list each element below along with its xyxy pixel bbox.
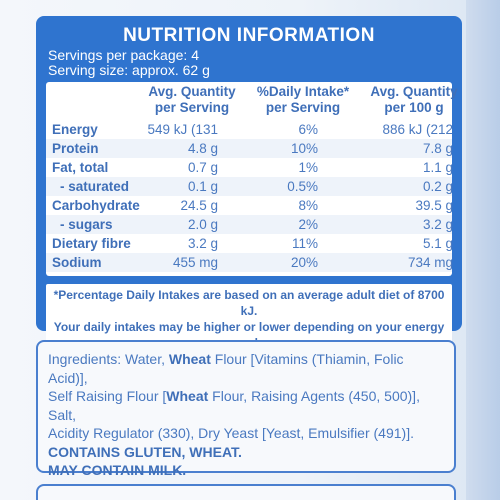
table-row: Protein 4.8 g 10% 7.8 g: [46, 139, 453, 158]
allergen-contains: CONTAINS GLUTEN, WHEAT.: [48, 443, 242, 460]
cell-daily: 10%: [290, 141, 318, 156]
table-row: Dietary fibre 3.2 g 11% 5.1 g: [46, 234, 453, 253]
cell-daily: 1%: [298, 160, 318, 175]
cell-per-serving: 24.5 g: [180, 198, 218, 213]
nutrition-table: Avg. Quantity per Serving %Daily Intake*…: [46, 82, 458, 276]
table-row: Fat, total 0.7 g 1% 1.1 g: [46, 158, 453, 177]
cell-per-100g: 0.2 g: [422, 179, 453, 194]
table-row: Energy 549 kJ (131 Cal) 6% 886 kJ (212 C…: [46, 120, 453, 156]
package-edge: [466, 0, 500, 500]
header-text: per Serving: [265, 100, 341, 115]
header-daily-intake: %Daily Intake* per Serving: [248, 84, 358, 116]
allergen-wheat: Wheat: [166, 388, 209, 404]
lower-panel-edge: [36, 484, 456, 500]
footnote-line: *Percentage Daily Intakes are based on a…: [53, 288, 445, 318]
ingredients-text: Ingredients: Water,: [48, 351, 169, 367]
nutrition-panel: NUTRITION INFORMATION Servings per packa…: [36, 16, 462, 355]
table-row: - saturated 0.1 g 0.5% 0.2 g: [46, 177, 453, 196]
cell-per-serving: 4.8 g: [187, 141, 218, 156]
allergen-wheat: Wheat: [168, 351, 211, 367]
row-label: - saturated: [60, 179, 130, 194]
allergen-may-contain: MAY CONTAIN MILK.: [48, 462, 187, 478]
table-row: - sugars 2.0 g 2% 3.2 g: [46, 215, 453, 234]
cell-per-serving: 455 mg: [172, 255, 218, 270]
header-text: Avg. Quantity: [148, 84, 236, 99]
cell-daily: 0.5%: [287, 179, 318, 194]
ingredients-text: Self Raising Flour [: [48, 388, 167, 404]
cell-per-100g: 5.1 g: [422, 236, 453, 251]
cell-per-serving: 3.2 g: [187, 236, 218, 251]
cell-per-serving: 0.7 g: [187, 160, 218, 175]
cell-per-100g: 734 mg: [407, 255, 453, 270]
header-text: Avg. Quantity: [370, 84, 458, 99]
table-row: Carbohydrate 24.5 g 8% 39.5 g: [46, 196, 453, 215]
table-row: Sodium 455 mg 20% 734 mg: [46, 253, 453, 272]
serving-size: Serving size: approx. 62 g: [48, 62, 210, 78]
cell-daily: 6%: [298, 122, 318, 137]
header-text: per 100 g: [384, 100, 444, 115]
cell-per-100g: 7.8 g: [422, 141, 453, 156]
cell-daily: 8%: [298, 198, 318, 213]
row-label: Sodium: [52, 255, 102, 270]
ingredients-line: Acidity Regulator (330), Dry Yeast [Yeas…: [48, 425, 414, 441]
header-text: %Daily Intake*: [256, 84, 350, 99]
table-header: Avg. Quantity per Serving %Daily Intake*…: [46, 84, 457, 120]
header-avg-per-serving: Avg. Quantity per Serving: [142, 84, 242, 116]
row-label: - sugars: [60, 217, 113, 232]
ingredients-text: Flour [Vitamins (Thiamin, Folic Acid)],: [48, 351, 404, 386]
cell-per-100g: 1.1 g: [422, 160, 453, 175]
row-label: Protein: [52, 141, 99, 156]
cell-per-serving: 0.1 g: [187, 179, 218, 194]
ingredients-line: Ingredients: Water, Wheat Flour [Vitamin…: [48, 350, 444, 387]
servings-per-package: Servings per package: 4: [48, 47, 199, 63]
cell-daily: 20%: [290, 255, 318, 270]
cell-per-100g: 3.2 g: [422, 217, 453, 232]
row-label: Energy: [52, 122, 98, 137]
header-text: per Serving: [154, 100, 230, 115]
cell-daily: 2%: [298, 217, 318, 232]
row-label: Carbohydrate: [52, 198, 140, 213]
ingredients-line: Self Raising Flour [Wheat Flour, Raising…: [48, 387, 444, 424]
panel-title: NUTRITION INFORMATION: [123, 25, 375, 46]
cell-daily: 11%: [291, 236, 318, 251]
cell-per-serving: 2.0 g: [187, 217, 218, 232]
row-label: Dietary fibre: [52, 236, 131, 251]
header-avg-per-100g: Avg. Quantity per 100 g: [359, 84, 469, 116]
ingredients-box: Ingredients: Water, Wheat Flour [Vitamin…: [36, 340, 456, 497]
ingredients-text: Flour, Raising Agents (450, 500)], Salt,: [48, 388, 420, 423]
row-label: Fat, total: [52, 160, 109, 175]
cell-per-100g: 39.5 g: [415, 198, 453, 213]
